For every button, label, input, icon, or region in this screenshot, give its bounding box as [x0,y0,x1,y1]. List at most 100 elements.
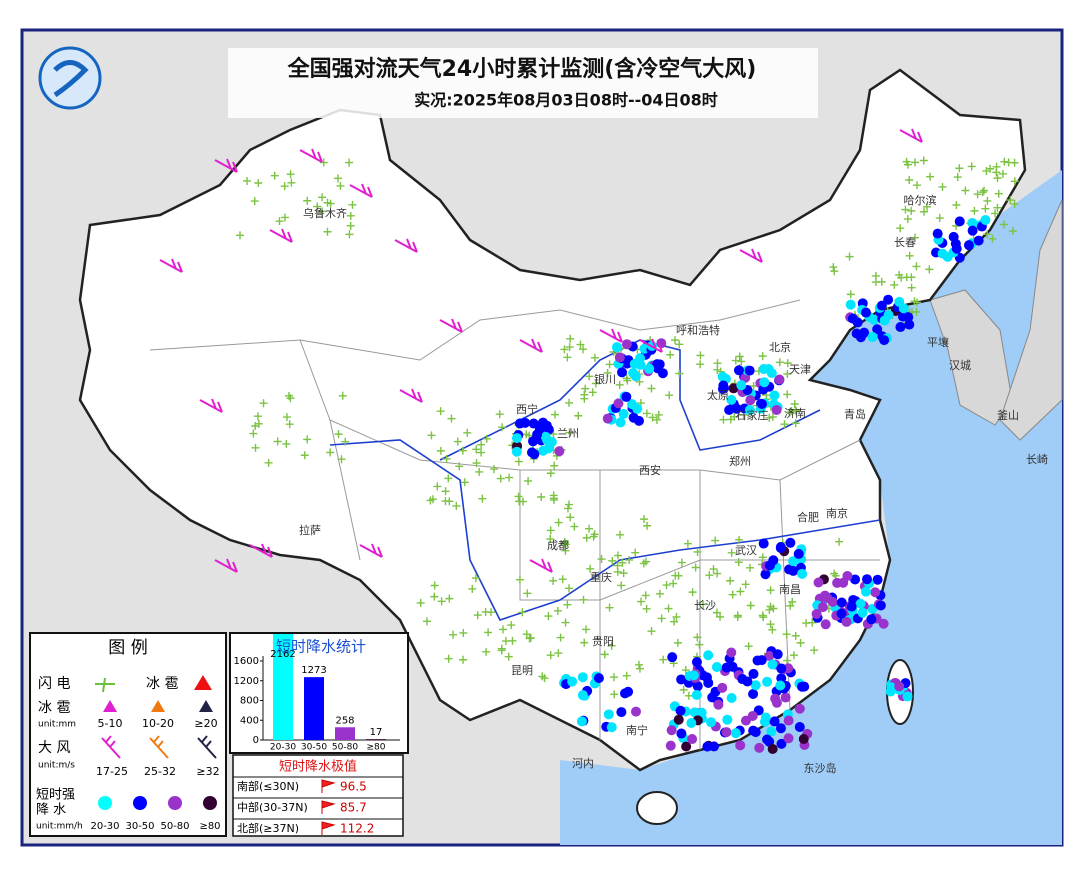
value-label: 258 [335,715,354,726]
rain-mark [718,380,729,391]
lightning-mark [780,420,789,429]
lightning-mark [326,448,335,457]
lightning-mark [286,170,295,179]
rain-mark [756,399,767,410]
lightning-mark [303,196,312,205]
lightning-mark [683,539,692,548]
rain-mark [783,715,794,726]
china-outline [78,68,1027,772]
lightning-mark [565,398,574,407]
lightning-mark [579,345,588,354]
rain-mark [726,692,737,703]
lightning-mark [482,434,491,443]
lightning-mark [590,530,599,539]
lightning-mark [463,428,472,437]
lightning-mark [922,202,931,211]
lightning-mark [563,600,572,609]
rain-mark [867,331,878,342]
lightning-mark [313,202,322,211]
rain-mark [708,741,719,752]
rain-mark [644,363,655,374]
rain-mark [602,413,613,424]
lightning-mark [719,415,728,424]
wind-mark [519,338,543,353]
rain-mark [845,299,856,310]
city-label: 银川 [594,372,616,386]
rain-mark [665,740,676,751]
rain-mark [633,415,644,426]
lightning-mark [581,384,590,393]
city-label: 拉萨 [299,523,321,537]
y-tick-label: 1200 [234,676,259,687]
lightning-mark [348,200,357,209]
rain-mark [706,717,717,728]
rain-mark [528,418,539,429]
lightning-mark [765,605,774,614]
rain-mark [618,408,629,419]
lightning-mark [460,478,469,487]
legend-label: 闪 电 [38,676,70,692]
value-label: 1273 [301,665,326,676]
lightning-mark [640,515,649,524]
lightning-mark [236,231,245,240]
lightning-mark [433,482,442,491]
lightning-mark [243,176,252,185]
lightning-mark [903,215,912,224]
rain-mark [799,681,810,692]
lightning-mark [952,200,961,209]
bar [335,727,355,740]
hail-symbol [194,675,212,690]
lightning-mark [580,390,589,399]
lightning-mark [477,440,486,449]
region-label: 北部(≥37N) [237,821,299,835]
city-label: 釜山 [997,408,1019,422]
lightning-mark [514,492,523,501]
lightning-mark [345,158,354,167]
wind-mark [529,558,553,573]
rain-mark [776,663,787,674]
lightning-mark [318,207,327,216]
lightning-mark [570,522,579,531]
lightning-mark [576,340,585,349]
lightning-mark [695,640,704,649]
weather-symbols [159,128,1019,754]
lightning-mark [338,391,347,400]
lightning-mark [652,415,661,424]
y-tick-label: 800 [240,696,259,707]
rain-mark [897,311,908,322]
city-label: 重庆 [590,570,612,584]
lightning-mark [563,353,572,362]
lightning-mark [726,415,735,424]
lightning-mark [669,579,678,588]
rain-mark [554,446,565,457]
lightning-mark [897,273,906,282]
rain-mark [713,699,724,710]
title: 全国强对流天气24小时累计监测(含冷空气大风) [287,56,757,82]
lightning-mark [911,233,920,242]
lightning-mark [526,633,535,642]
city-label: 东沙岛 [804,761,837,775]
legend-label: 冰 雹 [146,676,178,692]
lightning-mark [550,461,559,470]
rain-mark [764,651,775,662]
lightning-mark [696,351,705,360]
lightning-mark [925,265,934,274]
extreme-value: 96.5 [340,780,367,794]
city-label: 西安 [639,463,661,477]
legend-box [29,632,227,837]
wind-mark [639,338,663,353]
rain-mark [717,682,728,693]
rain-rate-symbol [98,796,112,810]
rain-mark [744,405,755,416]
lightning-mark [737,357,746,366]
lightning-mark [970,206,979,215]
lightning-mark [605,360,614,369]
lightning-mark [982,166,991,175]
rain-mark [606,722,617,733]
rain-mark [511,433,522,444]
value-label: 17 [370,727,383,738]
lightning-mark [430,581,439,590]
wind-mark [394,238,418,253]
rain-mark [855,598,866,609]
lightning-mark [726,576,735,585]
